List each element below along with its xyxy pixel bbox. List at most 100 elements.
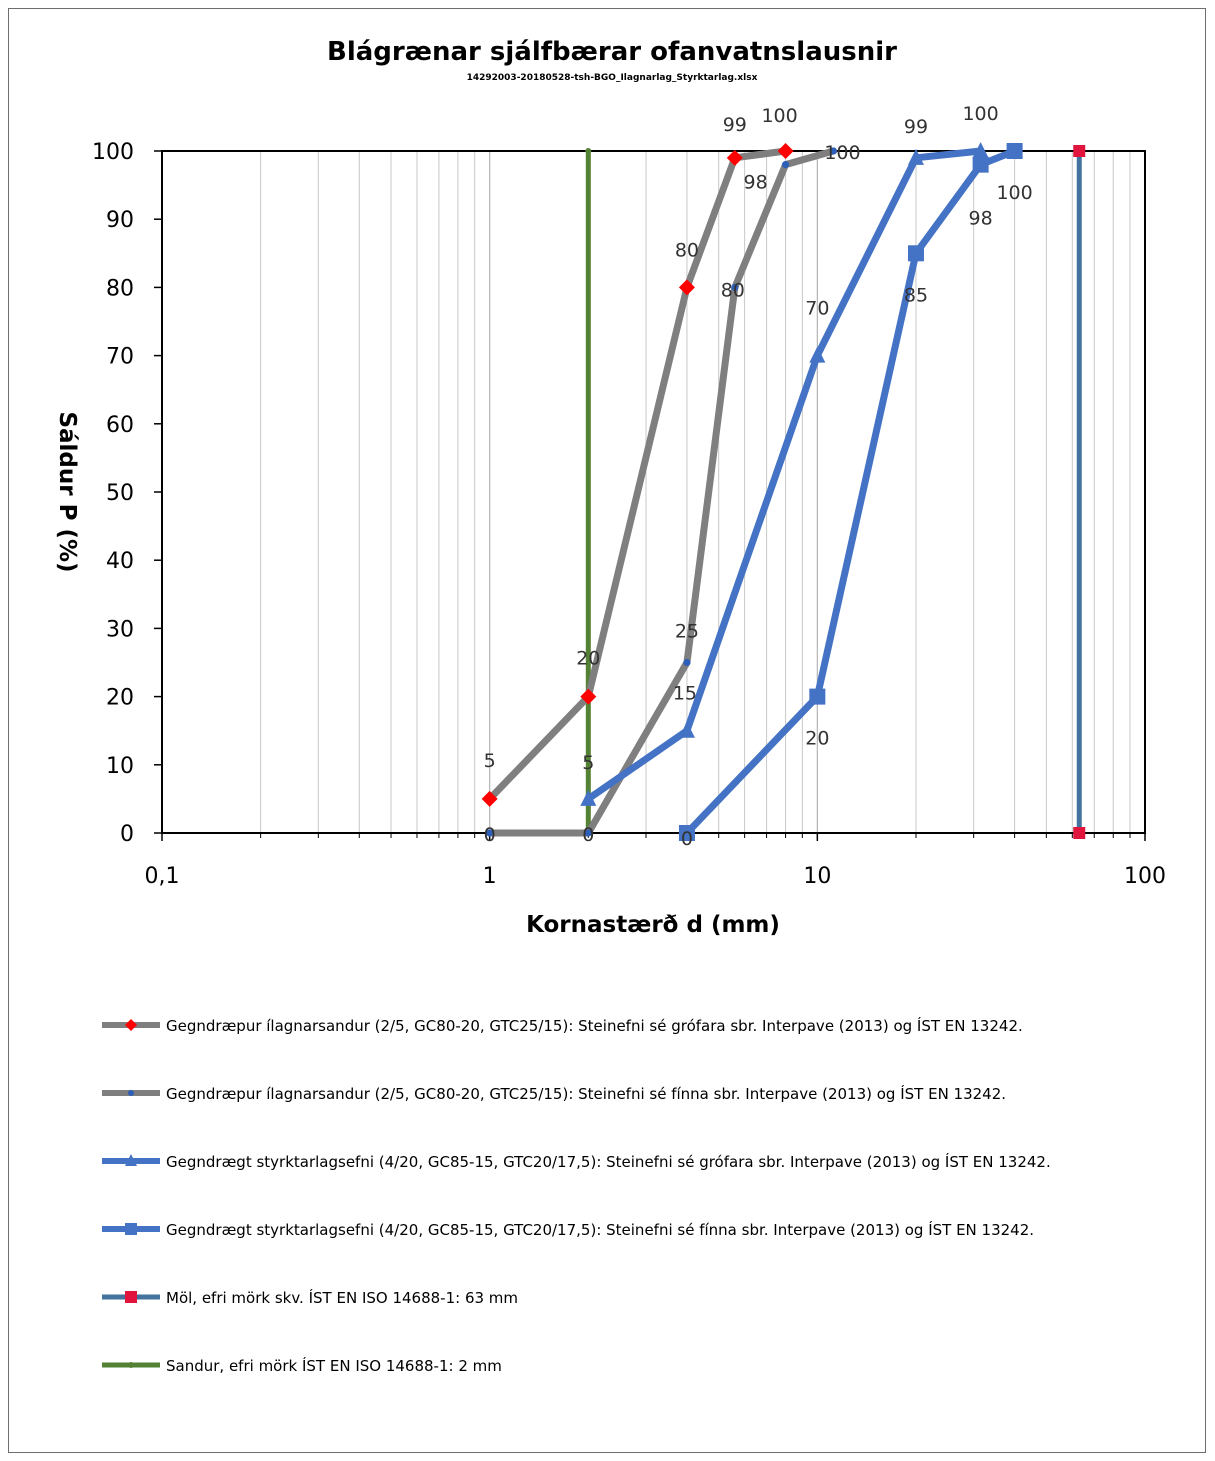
data-point-square (972, 156, 989, 173)
data-point-diamond (125, 1019, 137, 1031)
legend-label: Gegndrægt styrktarlagsefni (4/20, GC85-1… (166, 1152, 1051, 1171)
data-point-triangle (678, 721, 695, 738)
data-point-square (678, 825, 695, 841)
data-point-circle (683, 658, 691, 667)
legend-label: Gegndræpur ílagnarsandur (2/5, GC80-20, … (166, 1084, 1006, 1103)
legend-entry-1: Gegndræpur ílagnarsandur (2/5, GC80-20, … (102, 1016, 1023, 1035)
legend-label: Sandur, efri mörk ÍST EN ISO 14688-1: 2 … (166, 1356, 502, 1375)
data-point-circle (128, 1090, 134, 1096)
y-axis-ticks: 0 10 20 30 40 50 60 70 80 90 100 (92, 140, 162, 847)
series-layer (481, 142, 1086, 841)
data-point-diamond (726, 149, 743, 166)
x-tick-label: 100 (1124, 864, 1166, 889)
data-point-triangle (972, 142, 989, 158)
data-label: 100 (824, 142, 860, 164)
series-5 (1073, 145, 1086, 839)
data-point-square (1006, 143, 1023, 159)
y-tick-label: 60 (106, 413, 134, 438)
y-axis-title: Sáldur P (%) (54, 411, 80, 572)
data-label: 99 (904, 116, 928, 138)
data-point-square (1073, 827, 1086, 839)
legend-entry-3: Gegndrægt styrktarlagsefni (4/20, GC85-1… (102, 1152, 1051, 1171)
x-axis-ticks: 0,1 1 10 100 (145, 833, 1166, 889)
legend-label: Gegndrægt styrktarlagsefni (4/20, GC85-1… (166, 1220, 1034, 1239)
data-point-circle (128, 1362, 134, 1368)
series-1 (481, 143, 794, 807)
data-label: 80 (675, 239, 699, 261)
series-line (486, 147, 837, 837)
data-label: 98 (969, 208, 993, 230)
series-6 (585, 148, 592, 836)
data-point-circle (829, 147, 838, 155)
legend-entry-4: Gegndrægt styrktarlagsefni (4/20, GC85-1… (102, 1220, 1034, 1239)
series-4 (678, 143, 1023, 841)
legend-entry-2: Gegndræpur ílagnarsandur (2/5, GC80-20, … (102, 1084, 1006, 1103)
chart-legend: Gegndræpur ílagnarsandur (2/5, GC80-20, … (102, 1016, 1051, 1375)
series-2 (486, 147, 838, 837)
data-label: 0 (582, 824, 594, 846)
x-axis-title: Kornastærð d (mm) (526, 912, 780, 938)
legend-label: Gegndræpur ílagnarsandur (2/5, GC80-20, … (166, 1016, 1023, 1035)
y-tick-label: 0 (120, 822, 134, 847)
chart-subtitle: 14292003-20180528-tsh-BGO_Ilagnarlag_Sty… (467, 73, 758, 83)
data-label: 5 (582, 752, 594, 774)
legend-label: Möl, efri mörk skv. ÍST EN ISO 14688-1: … (166, 1288, 518, 1307)
y-tick-label: 70 (106, 345, 134, 370)
data-label: 25 (675, 621, 699, 643)
y-tick-label: 100 (92, 140, 134, 165)
data-label: 20 (805, 728, 829, 750)
data-label: 98 (743, 172, 767, 194)
data-point-square (1073, 145, 1086, 157)
data-label: 80 (721, 279, 745, 301)
data-point-triangle (809, 346, 826, 363)
data-point-diamond (678, 279, 695, 296)
x-tick-label: 1 (483, 864, 497, 889)
y-tick-label: 90 (106, 208, 134, 233)
data-point-triangle (907, 148, 924, 165)
y-tick-label: 80 (106, 276, 134, 301)
data-point-diamond (481, 790, 498, 807)
x-tick-label: 10 (803, 864, 831, 889)
data-point-circle (731, 283, 739, 291)
series-3 (580, 142, 989, 806)
data-label: 15 (673, 683, 697, 705)
data-point-square (125, 1223, 137, 1235)
y-tick-label: 40 (106, 549, 134, 574)
data-point-square (907, 245, 924, 262)
chart-frame (8, 8, 1206, 1453)
series-line (486, 147, 790, 803)
x-tick-label: 0,1 (145, 864, 180, 889)
legend-entry-6: Sandur, efri mörk ÍST EN ISO 14688-1: 2 … (102, 1356, 502, 1375)
y-tick-label: 30 (106, 617, 134, 642)
data-label: 5 (484, 750, 496, 772)
data-label: 100 (962, 103, 998, 125)
data-label: 100 (996, 182, 1032, 204)
data-point-triangle (580, 789, 597, 806)
data-point-triangle (125, 1154, 137, 1166)
data-label: 70 (805, 298, 829, 320)
data-label: 100 (761, 105, 797, 127)
data-point-diamond (777, 143, 794, 159)
legend-entry-5: Möl, efri mörk skv. ÍST EN ISO 14688-1: … (102, 1288, 518, 1307)
chart-title: Blágrænar sjálfbærar ofanvatnslausnir (327, 37, 897, 67)
y-tick-label: 50 (106, 481, 134, 506)
data-point-circle (486, 829, 494, 837)
data-label: 20 (576, 648, 600, 670)
y-tick-label: 20 (106, 686, 134, 711)
data-point-square (809, 688, 826, 705)
data-label: 85 (904, 284, 928, 306)
data-label: 0 (681, 828, 693, 850)
series-line (683, 147, 1019, 837)
y-tick-label: 10 (106, 754, 134, 779)
plot-border (161, 150, 1146, 834)
data-point-diamond (580, 688, 597, 705)
data-label: 99 (723, 114, 747, 136)
data-label: 0 (484, 824, 496, 846)
data-point-circle (585, 148, 592, 154)
data-point-circle (781, 161, 790, 169)
plot-grid (161, 150, 1146, 834)
data-point-circle (584, 829, 592, 837)
data-point-square (125, 1291, 137, 1303)
